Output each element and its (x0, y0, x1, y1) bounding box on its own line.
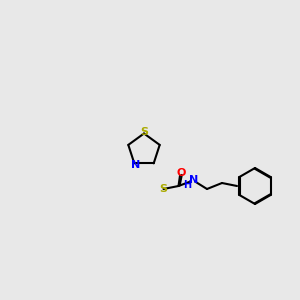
Text: S: S (160, 184, 167, 194)
Text: S: S (140, 127, 148, 137)
Text: N: N (131, 160, 140, 170)
Text: O: O (177, 167, 186, 178)
Text: N: N (189, 175, 198, 185)
Text: H: H (183, 179, 192, 190)
